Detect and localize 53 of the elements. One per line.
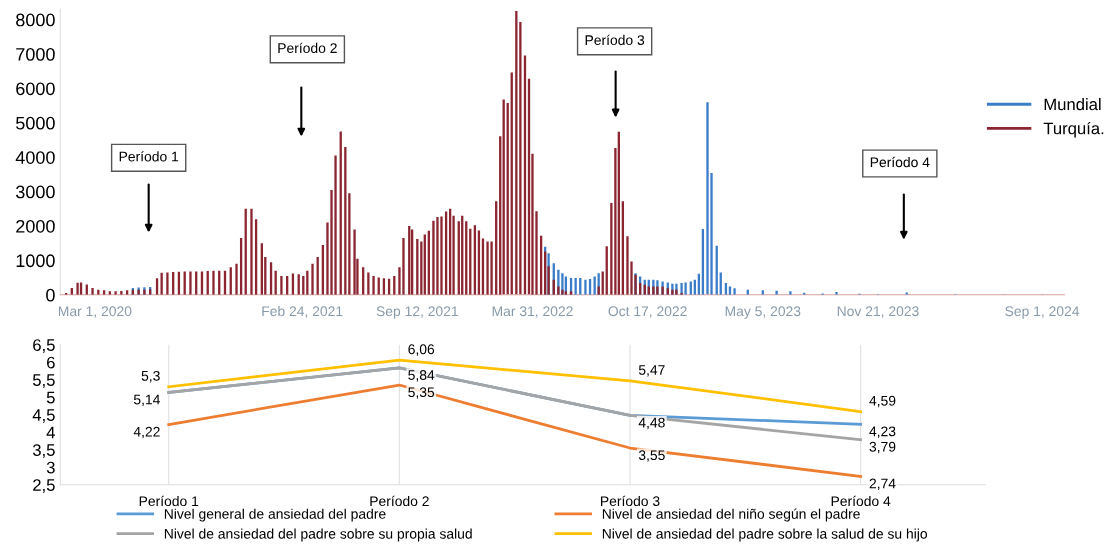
y-tick-label: 5,5 <box>32 374 55 388</box>
y-tick-label: 2,5 <box>33 479 55 493</box>
x-tick-label: Nov 21, 2023 <box>837 306 919 318</box>
data-label: 5,47 <box>638 365 665 377</box>
data-label: 4,22 <box>133 426 160 439</box>
y-tick-label: 5 <box>46 391 55 404</box>
y-tick-label: 5000 <box>16 116 55 130</box>
legend-label: Turquía. <box>1043 121 1104 138</box>
data-label: 5,35 <box>408 387 435 399</box>
y-tick-label: 4000 <box>15 151 55 164</box>
data-label: 3,55 <box>638 450 665 462</box>
x-tick-label: Período 4 <box>831 495 891 507</box>
data-label: 2,74 <box>869 478 896 491</box>
data-label: 4,23 <box>869 426 896 438</box>
x-tick-label: Mar 31, 2022 <box>492 306 573 318</box>
x-tick-label: May 5, 2023 <box>725 306 801 319</box>
y-tick-label: 3,5 <box>32 444 55 458</box>
data-label: 5,84 <box>408 370 435 382</box>
y-tick-label: 0 <box>46 288 55 302</box>
y-tick-label: 4,5 <box>32 409 55 423</box>
y-tick-label: 7000 <box>16 47 55 61</box>
data-label: 3,79 <box>869 441 896 454</box>
data-label: 4,48 <box>638 417 665 430</box>
x-tick-label: Mar 1, 2020 <box>58 306 132 318</box>
y-tick-label: 6000 <box>16 82 55 96</box>
annotation: Período 3 <box>585 34 645 46</box>
y-tick-label: 6,5 <box>33 339 55 353</box>
legend-label: Nivel de ansiedad del padre sobre la salud de su hijo <box>602 528 928 542</box>
annotation: Período 4 <box>870 156 930 168</box>
legend-label: Nivel de ansiedad del padre sobre su propia salud <box>164 528 472 542</box>
x-tick-label: Período 2 <box>370 495 429 507</box>
y-tick-label: 3 <box>46 461 55 474</box>
y-tick-label: 1000 <box>16 254 55 268</box>
y-tick-label: 3000 <box>15 185 55 199</box>
x-tick-label: Período 3 <box>601 495 660 507</box>
data-label: 4,59 <box>869 395 896 408</box>
annotation: Período 2 <box>278 42 337 54</box>
legend-label: Nivel de ansiedad del niño según el padre <box>602 508 860 522</box>
data-label: 6,06 <box>408 344 435 356</box>
x-tick-label: Período 1 <box>139 495 199 507</box>
data-label: 5,3 <box>141 370 160 383</box>
x-tick-label: Sep 1, 2024 <box>1005 306 1080 319</box>
legend-label: Nivel general de ansiedad del padre <box>164 508 386 522</box>
y-tick-label: 8000 <box>16 13 55 27</box>
x-tick-label: Oct 17, 2022 <box>608 306 687 318</box>
y-tick-label: 6 <box>47 356 55 369</box>
y-tick-label: 2000 <box>16 219 55 233</box>
x-tick-label: Feb 24, 2021 <box>262 305 343 318</box>
data-label: 5,14 <box>133 394 160 407</box>
x-tick-label: Sep 12, 2021 <box>376 306 458 319</box>
annotation: Período 1 <box>119 151 179 162</box>
y-tick-label: 4 <box>46 426 55 439</box>
legend-label: Mundial <box>1044 98 1101 111</box>
